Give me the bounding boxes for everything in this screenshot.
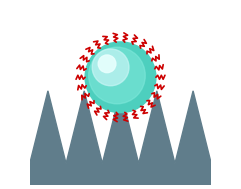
Circle shape (85, 42, 156, 113)
Circle shape (92, 49, 129, 86)
Circle shape (98, 55, 116, 73)
Polygon shape (30, 91, 211, 185)
Circle shape (89, 47, 145, 104)
